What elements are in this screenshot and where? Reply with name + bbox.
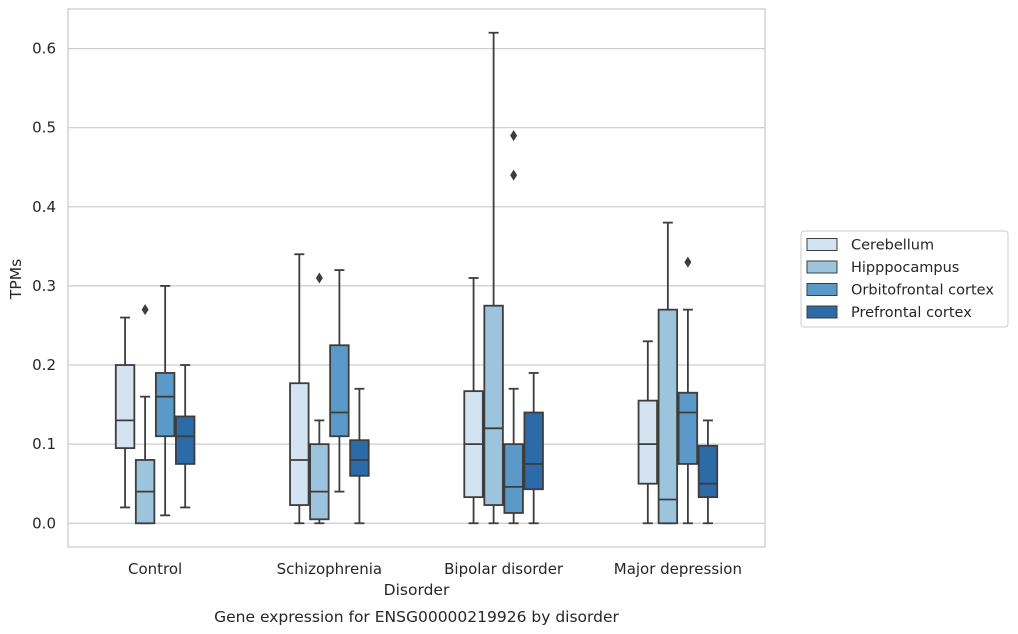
- box-group: [289, 253, 370, 525]
- y-tick-label: 0.4: [32, 198, 56, 216]
- y-tick-labels: 0.0 0.1 0.2 0.3 0.4 0.5 0.6: [32, 40, 56, 533]
- box: [677, 391, 699, 465]
- y-tick-label: 0.5: [32, 119, 56, 137]
- box-group: [463, 31, 544, 525]
- x-tick-label: Major depression: [614, 560, 742, 578]
- box: [329, 344, 350, 438]
- box: [289, 382, 310, 506]
- y-axis-title: TPMs: [7, 259, 25, 300]
- legend-swatch: [806, 260, 838, 274]
- y-tick-label: 0.6: [32, 40, 56, 58]
- legend-label: Prefrontal cortex: [851, 305, 972, 321]
- y-tick-label: 0.1: [32, 435, 56, 453]
- box: [503, 443, 524, 514]
- outlier-point: [684, 256, 692, 268]
- x-tick-labels: Control Schizophrenia Bipolar disorder Majo…: [128, 560, 742, 578]
- box-group: [114, 285, 196, 525]
- box: [309, 443, 330, 521]
- legend-label: Hipppocampus: [851, 260, 959, 276]
- box: [483, 304, 504, 506]
- x-axis-title: Disorder: [384, 581, 450, 599]
- legend-frame: [800, 230, 1009, 328]
- legend-swatch: [806, 238, 838, 251]
- legend-label: Cerebellum: [851, 238, 934, 254]
- x-tick-label: Control: [128, 560, 182, 578]
- box-groups: [114, 31, 719, 525]
- legend-swatch: [806, 305, 838, 319]
- outlier-point: [510, 169, 518, 181]
- plot-frame: [67, 8, 766, 548]
- chart-caption: Gene expression for ENSG00000219926 by d…: [214, 608, 619, 626]
- box: [637, 399, 658, 485]
- box: [114, 364, 136, 450]
- y-tick-label: 0.2: [32, 356, 56, 374]
- outlier-point: [141, 304, 149, 316]
- y-tick-label: 0.0: [32, 514, 56, 532]
- y-tick-label: 0.3: [32, 277, 56, 295]
- x-tick-label: Bipolar disorder: [444, 560, 564, 578]
- box-group: [637, 221, 719, 525]
- box: [523, 411, 544, 491]
- outlier-point: [510, 130, 518, 142]
- legend-swatch: [806, 283, 838, 296]
- box: [154, 372, 176, 438]
- box: [657, 308, 679, 525]
- x-tick-label: Schizophrenia: [277, 560, 382, 578]
- legend-label: Orbitofrontal cortex: [851, 283, 994, 299]
- box: [349, 439, 370, 477]
- outlier-point: [315, 272, 323, 284]
- box: [697, 444, 719, 499]
- legend: Cerebellum Hipppocampus Orbitofrontal cort…: [800, 230, 1009, 328]
- box: [175, 415, 196, 465]
- legend-items: Cerebellum Hipppocampus Orbitofrontal cort…: [806, 238, 994, 321]
